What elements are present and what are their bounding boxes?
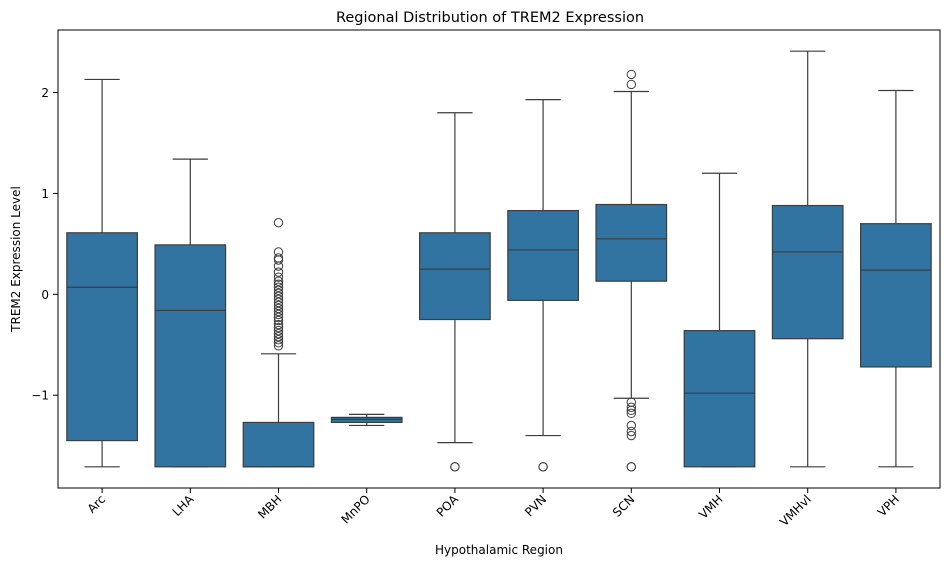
outlier-point [538,462,548,472]
outlier-point [273,291,284,302]
box-VPH [860,89,932,468]
iqr-box [66,232,138,442]
outlier-point [273,331,284,342]
outlier-point [273,261,284,271]
outlier-point [273,276,284,286]
x-tick-label-MnPO: MnPO [338,492,372,526]
outlier-point [273,319,284,330]
outlier-point [273,325,284,336]
box-LHA [154,158,227,468]
iqr-box [242,421,315,468]
box-Arc [66,78,138,468]
x-tick-label-PVN: PVN [522,492,549,519]
outlier-point [273,285,284,295]
outlier-point [273,322,284,333]
y-axis-label: TREM2 Expression Level [9,186,23,333]
outlier-point [273,338,284,348]
y-tick-label: 0 [41,288,49,302]
outlier-point [273,315,284,326]
x-tick-label-MBH: MBH [255,492,284,521]
outlier-point [273,335,284,345]
outlier-point [273,309,284,320]
outlier-point [626,397,636,407]
y-tick-label: −1 [31,389,49,403]
outlier-point [626,420,636,431]
x-tick-label-VMH: VMH [696,492,725,521]
x-tick-label-VMHvl: VMHvl [777,492,814,529]
x-tick-label-POA: POA [434,492,462,520]
box-VMHvl [771,50,844,468]
y-tick-label: 2 [41,86,49,100]
x-tick-label-SCN: SCN [610,492,638,520]
plot-frame [57,29,941,489]
box-VMH [683,172,756,468]
outlier-point [273,312,284,323]
outlier-point [273,279,284,289]
iqr-box [771,204,844,340]
outlier-point [273,306,284,317]
outlier-point [273,255,284,265]
outlier-point [626,402,636,412]
box-SCN [595,69,668,472]
x-axis-label: Hypothalamic Region [435,543,563,557]
outlier-point [273,267,284,277]
iqr-box [860,223,932,368]
chart-title: Regional Distribution of TREM2 Expressio… [336,10,644,26]
outlier-point [273,303,284,314]
iqr-box [683,330,756,468]
outlier-point [273,328,284,339]
iqr-box [419,232,491,321]
outlier-point [273,288,284,298]
outlier-point [273,341,284,351]
iqr-box [154,244,227,468]
outlier-point [450,462,460,472]
box-POA [419,112,491,472]
outlier-point [273,253,284,263]
box-PVN [507,99,579,472]
outlier-point [273,294,284,305]
outlier-point [626,405,636,416]
outlier-point [273,297,284,308]
x-tick-label-Arc: Arc [85,492,109,516]
outlier-point [273,272,284,282]
x-tick-label-LHA: LHA [170,492,197,519]
outlier-point [626,430,636,441]
outlier-point [273,282,284,292]
outlier-point [626,426,636,437]
x-tick-label-VPH: VPH [875,492,902,519]
outlier-point [626,69,636,80]
box-MnPO [330,413,403,427]
iqr-box [507,209,579,301]
y-tick-label: 1 [41,187,49,201]
iqr-box [595,203,668,282]
outlier-point [626,79,636,90]
outlier-point [273,217,284,228]
box-MBH [242,217,315,468]
outlier-point [626,462,636,472]
outlier-point [626,408,636,419]
outlier-point [273,300,284,311]
